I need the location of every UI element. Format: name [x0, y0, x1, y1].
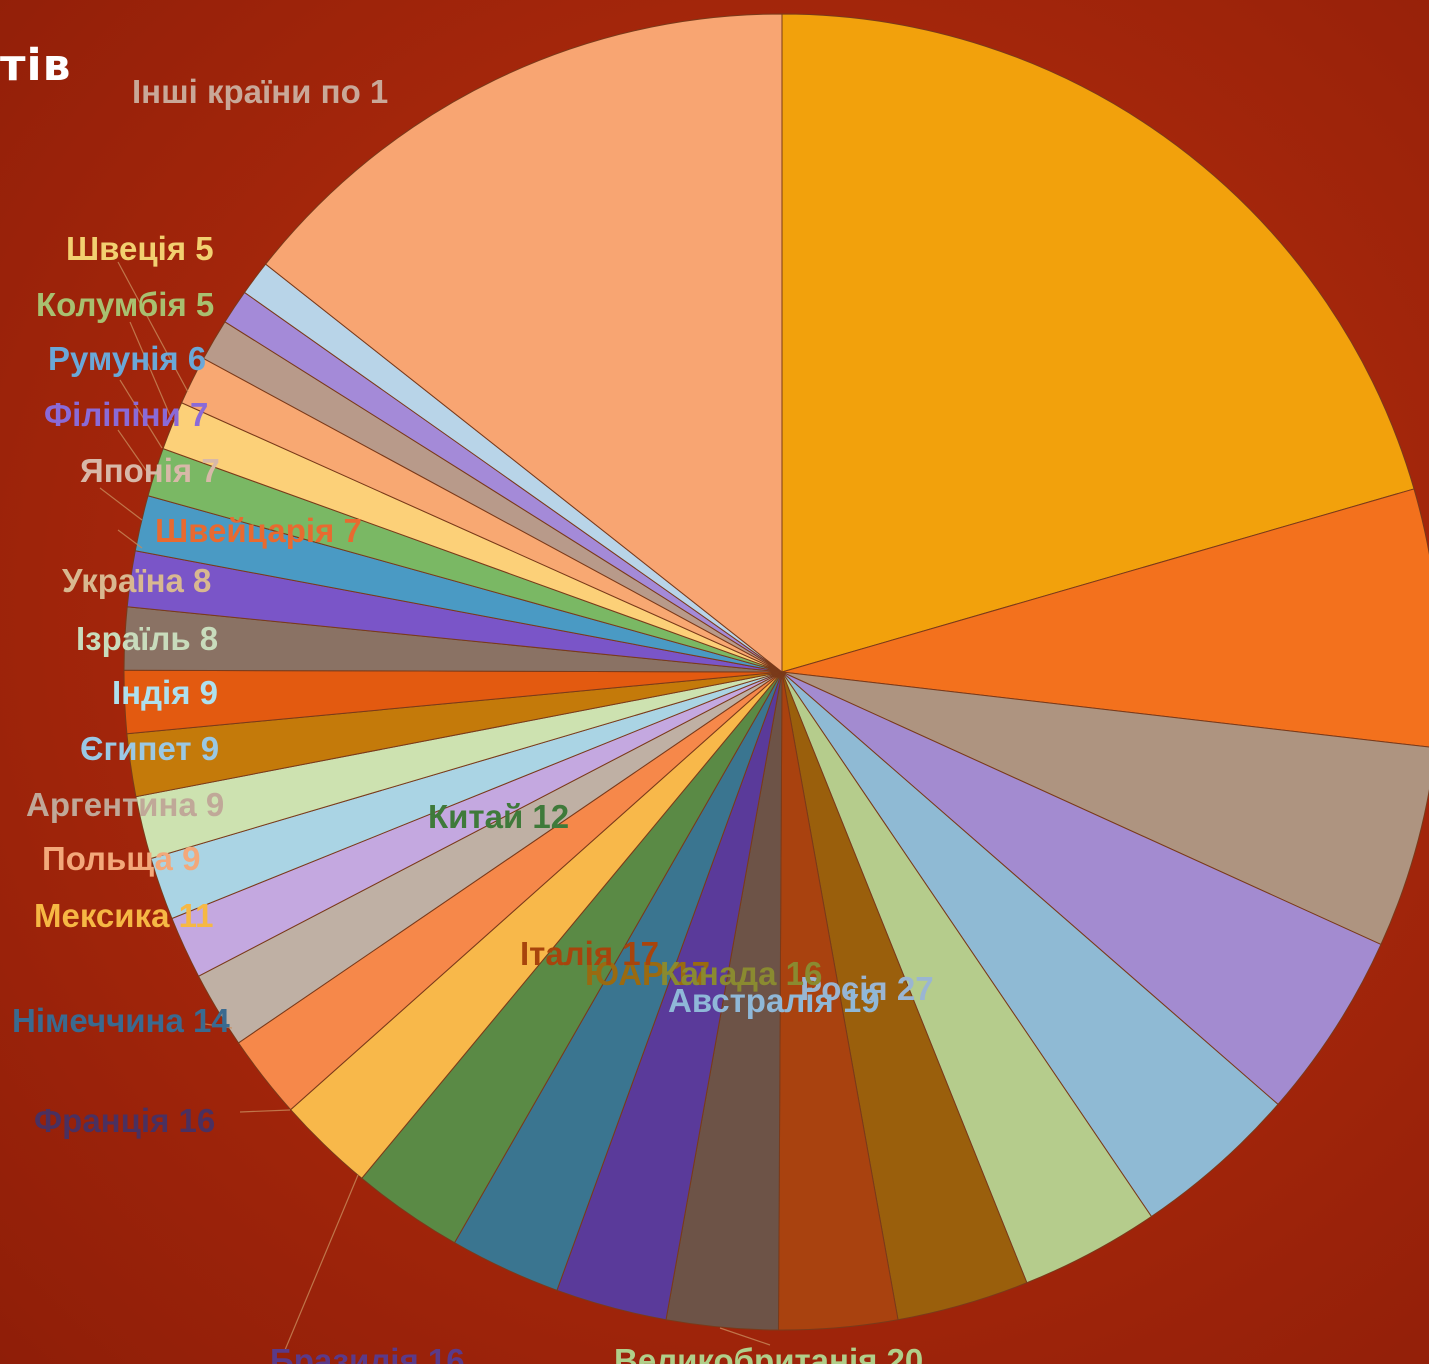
- label-leader-line: [129, 321, 173, 421]
- slice-label: Філіпіни 7: [44, 396, 208, 433]
- slice-label: Польща 9: [42, 840, 200, 877]
- slice-label: Аргентина 9: [26, 786, 224, 823]
- slice-label: Інші країни по 1: [132, 73, 388, 110]
- label-leader-line: [119, 379, 163, 449]
- slice-label: Китай 12: [428, 798, 569, 835]
- slice-label: Швейцарія 7: [155, 512, 362, 549]
- slice-label: Швеція 5: [66, 230, 214, 267]
- slice-label: Мексика 11: [34, 897, 214, 934]
- label-leader-line: [99, 487, 143, 521]
- label-leader-line: [117, 261, 189, 393]
- slice-label: Великобританія 20: [614, 1342, 923, 1364]
- slice-label: Канада 16: [660, 955, 822, 992]
- slice-label: Австралія 19: [668, 982, 880, 1019]
- pie-slice: [781, 671, 1382, 1106]
- pie-slice: [781, 13, 1415, 673]
- slice-label: Колумбія 5: [36, 286, 214, 323]
- label-leader-line: [117, 529, 143, 549]
- pie-slice: [264, 13, 783, 674]
- slice-label: ЮАР 17: [585, 955, 710, 992]
- slice-label: Японія 7: [80, 452, 220, 489]
- label-leader-line: [239, 1109, 291, 1113]
- slice-label: Німеччина 14: [12, 1002, 230, 1039]
- slice-label: Ізраїль 8: [76, 620, 218, 657]
- pie-slice: [781, 671, 1429, 946]
- slice-label: Франція 16: [34, 1102, 215, 1139]
- slice-label: Індія 9: [112, 674, 218, 711]
- label-leader-line: [284, 1174, 359, 1351]
- slice-label: Італія 17: [520, 935, 659, 972]
- slice-label: Україна 8: [62, 562, 211, 599]
- slice-label: Росія 27: [800, 970, 934, 1007]
- slice-label: Румунія 6: [48, 340, 206, 377]
- label-leader-line: [117, 429, 151, 477]
- slice-label: Єгипет 9: [80, 730, 219, 767]
- slice-label: Бразилія 16: [270, 1342, 465, 1364]
- pie-slice: [781, 488, 1429, 748]
- chart-title-fragment: тів: [0, 40, 72, 91]
- label-leader-line: [204, 1023, 233, 1029]
- label-leader-line: [719, 1327, 771, 1346]
